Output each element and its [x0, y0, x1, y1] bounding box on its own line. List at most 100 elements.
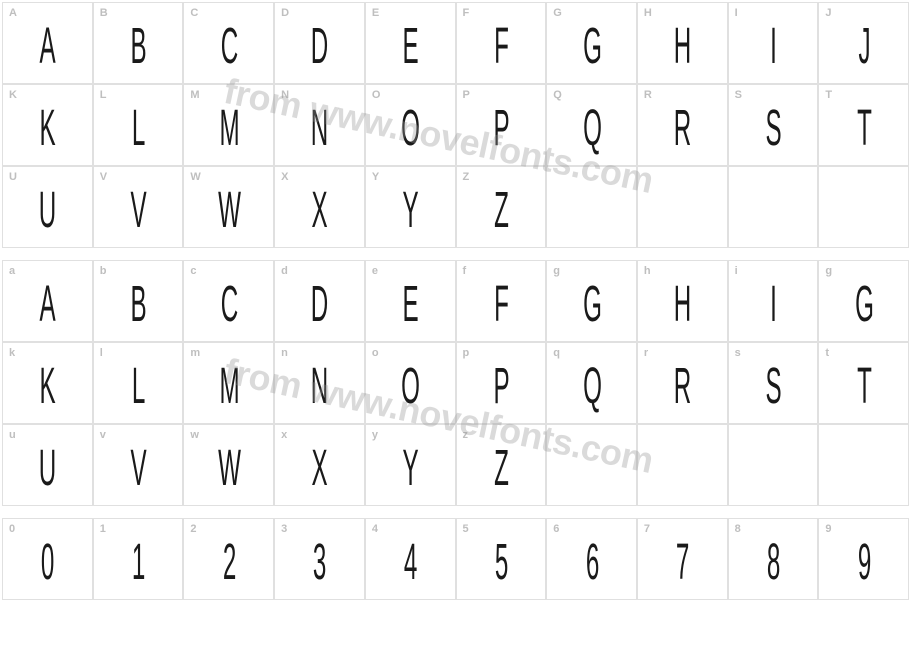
cell-label: y	[372, 429, 378, 441]
glyph-cell: ZZ	[456, 166, 547, 248]
cell-label: O	[372, 89, 381, 101]
cell-label: Z	[463, 171, 470, 183]
cell-label: 0	[9, 523, 15, 535]
cell-glyph: R	[667, 362, 697, 412]
row-gap	[2, 248, 909, 260]
cell-label: z	[463, 429, 469, 441]
cell-label: g	[553, 265, 560, 277]
cell-label: U	[9, 171, 17, 183]
cell-label: M	[190, 89, 199, 101]
cell-glyph: U	[32, 186, 62, 236]
cell-glyph: D	[305, 22, 335, 72]
glyph-cell: II	[728, 2, 819, 84]
glyph-cell: RR	[637, 84, 728, 166]
glyph-cell: sS	[728, 342, 819, 424]
glyph-cell: XX	[274, 166, 365, 248]
cell-label: 2	[190, 523, 196, 535]
cell-glyph: G	[848, 280, 880, 330]
glyph-cell	[818, 166, 909, 248]
cell-label: x	[281, 429, 287, 441]
glyph-cell: zZ	[456, 424, 547, 506]
glyph-cell: oO	[365, 342, 456, 424]
cell-label: P	[463, 89, 470, 101]
cell-label: S	[735, 89, 742, 101]
chart-row: kKlLmMnNoOpPqQrRsStT	[2, 342, 909, 424]
glyph-cell: dD	[274, 260, 365, 342]
glyph-cell: SS	[728, 84, 819, 166]
chart-row: AABBCCDDEEFFGGHHIIJJ	[2, 2, 909, 84]
cell-label: n	[281, 347, 288, 359]
cell-glyph: E	[396, 22, 423, 72]
cell-glyph: 3	[308, 538, 330, 588]
chart-row: KKLLMMNNOOPPQQRRSSTT	[2, 84, 909, 166]
cell-glyph: I	[768, 280, 778, 330]
cell-glyph: Q	[575, 104, 607, 154]
glyph-cell: 77	[637, 518, 728, 600]
glyph-cell: cC	[183, 260, 274, 342]
glyph-cell: GG	[546, 2, 637, 84]
cell-glyph: L	[127, 362, 149, 412]
cell-label: C	[190, 7, 198, 19]
cell-glyph: Y	[396, 444, 423, 494]
cell-label: p	[463, 347, 470, 359]
cell-label: u	[9, 429, 16, 441]
cell-glyph: C	[214, 22, 244, 72]
glyph-cell: iI	[728, 260, 819, 342]
cell-label: F	[463, 7, 470, 19]
glyph-cell: tT	[818, 342, 909, 424]
glyph-cell: lL	[93, 342, 184, 424]
glyph-cell: vV	[93, 424, 184, 506]
glyph-cell: FF	[456, 2, 547, 84]
glyph-cell: 66	[546, 518, 637, 600]
glyph-cell: gG	[818, 260, 909, 342]
cell-label: l	[100, 347, 103, 359]
cell-glyph: D	[305, 280, 335, 330]
cell-glyph: 9	[852, 538, 874, 588]
cell-glyph: X	[306, 186, 333, 236]
cell-glyph: 8	[762, 538, 784, 588]
glyph-cell: fF	[456, 260, 547, 342]
glyph-cell: 22	[183, 518, 274, 600]
glyph-cell	[728, 424, 819, 506]
cell-label: v	[100, 429, 106, 441]
cell-glyph: A	[34, 22, 61, 72]
row-gap	[2, 506, 909, 518]
glyph-cell: KK	[2, 84, 93, 166]
cell-glyph: M	[211, 362, 246, 412]
glyph-cell: QQ	[546, 84, 637, 166]
glyph-cell: eE	[365, 260, 456, 342]
glyph-cell: YY	[365, 166, 456, 248]
glyph-cell: 44	[365, 518, 456, 600]
glyph-cell: nN	[274, 342, 365, 424]
cell-label: L	[100, 89, 107, 101]
cell-label: g	[825, 265, 832, 277]
cell-glyph: 1	[127, 538, 149, 588]
cell-label: o	[372, 347, 379, 359]
cell-glyph: H	[667, 22, 697, 72]
cell-label: t	[825, 347, 829, 359]
glyph-cell: LL	[93, 84, 184, 166]
cell-label: k	[9, 347, 15, 359]
cell-glyph: L	[127, 104, 149, 154]
cell-glyph: Z	[488, 186, 513, 236]
glyph-cell: DD	[274, 2, 365, 84]
cell-label: 5	[463, 523, 469, 535]
glyph-cell: UU	[2, 166, 93, 248]
cell-glyph: P	[487, 362, 514, 412]
cell-label: m	[190, 347, 200, 359]
cell-label: i	[735, 265, 738, 277]
glyph-cell: yY	[365, 424, 456, 506]
cell-glyph: O	[394, 104, 426, 154]
glyph-cell: bB	[93, 260, 184, 342]
glyph-cell: NN	[274, 84, 365, 166]
glyph-cell: kK	[2, 342, 93, 424]
glyph-cell: qQ	[546, 342, 637, 424]
cell-glyph: B	[124, 22, 151, 72]
cell-label: e	[372, 265, 378, 277]
cell-glyph: 4	[399, 538, 421, 588]
glyph-cell: 00	[2, 518, 93, 600]
cell-label: D	[281, 7, 289, 19]
cell-glyph: W	[209, 444, 249, 494]
cell-label: h	[644, 265, 651, 277]
cell-glyph: N	[305, 104, 335, 154]
